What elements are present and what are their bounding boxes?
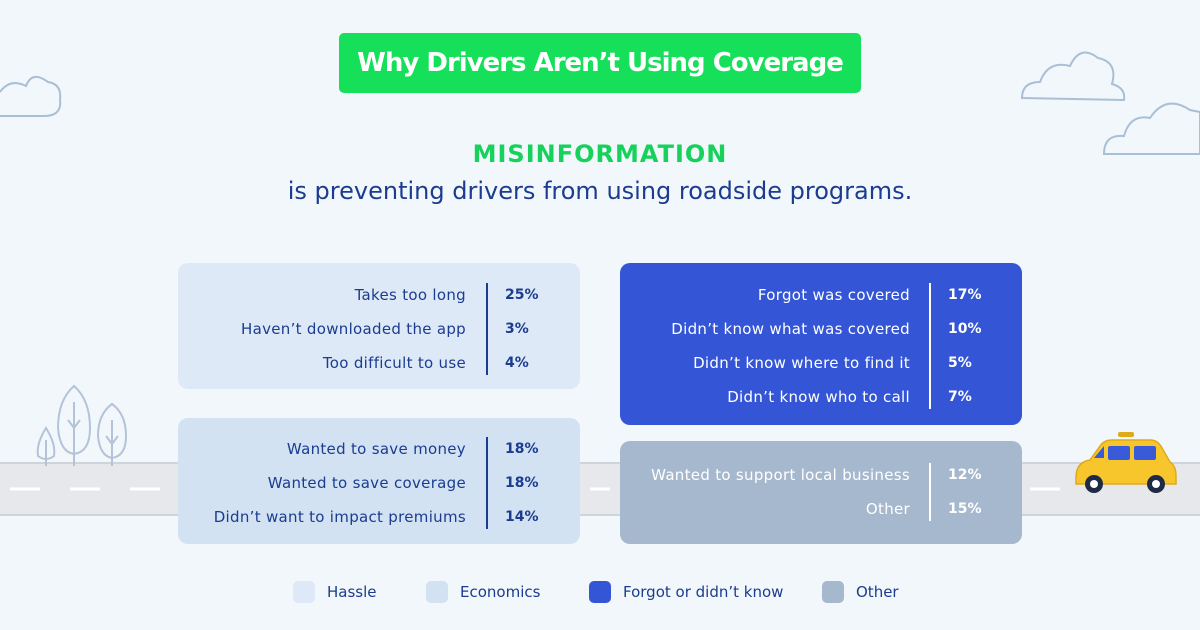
- table-row: Takes too long 25%: [178, 278, 539, 312]
- table-row: Other 15%: [620, 492, 982, 526]
- row-label: Wanted to support local business: [651, 466, 910, 484]
- table-row: Didn’t know where to find it 5%: [620, 346, 972, 380]
- table-row: Wanted to support local business 12%: [620, 458, 981, 492]
- row-label: Wanted to save coverage: [267, 474, 466, 492]
- panel-forgot: Forgot was covered 17% Didn’t know what wa…: [620, 263, 1022, 425]
- table-row: Didn’t want to impact premiums 14%: [178, 500, 539, 534]
- row-value: 17%: [948, 287, 982, 303]
- legend-swatch: [426, 581, 448, 603]
- row-value: 5%: [948, 355, 972, 371]
- legend-item-economics: Economics: [426, 580, 540, 604]
- car-icon: [1075, 432, 1177, 493]
- legend-label: Economics: [460, 583, 541, 601]
- cloud-right-top: [1020, 51, 1126, 102]
- table-row: Wanted to save coverage 18%: [178, 466, 539, 500]
- table-row: Didn’t know who to call 7%: [620, 380, 972, 414]
- row-value: 14%: [505, 509, 539, 525]
- row-label: Too difficult to use: [322, 354, 466, 372]
- legend-swatch: [293, 581, 315, 603]
- row-value: 7%: [948, 389, 972, 405]
- row-label: Forgot was covered: [757, 286, 910, 304]
- row-label: Didn’t know who to call: [727, 388, 910, 406]
- row-label: Didn’t know what was covered: [671, 320, 910, 338]
- table-row: Too difficult to use 4%: [178, 346, 529, 380]
- panel-divider: [929, 283, 931, 409]
- chart-title: Why Drivers Aren’t Using Coverage: [357, 48, 844, 78]
- row-value: 12%: [948, 467, 982, 483]
- row-value: 25%: [505, 287, 539, 303]
- trees: [36, 384, 128, 466]
- row-value: 10%: [948, 321, 982, 337]
- panel-divider: [486, 283, 488, 375]
- legend-item-forgot: Forgot or didn’t know: [589, 580, 783, 604]
- row-value: 18%: [505, 475, 539, 491]
- panel-other: Wanted to support local business 12% Other…: [620, 441, 1022, 544]
- title-banner: Why Drivers Aren’t Using Coverage: [339, 33, 861, 93]
- table-row: Forgot was covered 17%: [620, 278, 982, 312]
- headline: MISINFORMATION: [472, 140, 728, 168]
- legend-label: Hassle: [327, 583, 377, 601]
- row-label: Takes too long: [354, 286, 466, 304]
- legend-swatch: [589, 581, 611, 603]
- panel-divider: [929, 463, 931, 521]
- row-value: 18%: [505, 441, 539, 457]
- cloud-right-bottom: [1102, 102, 1200, 155]
- legend-swatch: [822, 581, 844, 603]
- table-row: Wanted to save money 18%: [178, 432, 539, 466]
- row-label: Other: [865, 500, 910, 518]
- row-value: 4%: [505, 355, 529, 371]
- legend-label: Other: [856, 583, 899, 601]
- panel-economics: Wanted to save money 18% Wanted to save co…: [178, 418, 580, 544]
- row-label: Didn’t know where to find it: [693, 354, 910, 372]
- row-label: Haven’t downloaded the app: [241, 320, 466, 338]
- row-label: Didn’t want to impact premiums: [213, 508, 466, 526]
- table-row: Haven’t downloaded the app 3%: [178, 312, 529, 346]
- row-label: Wanted to save money: [286, 440, 466, 458]
- panel-hassle: Takes too long 25% Haven’t downloaded the …: [178, 263, 580, 389]
- table-row: Didn’t know what was covered 10%: [620, 312, 981, 346]
- panel-divider: [486, 437, 488, 529]
- legend-item-other: Other: [822, 580, 899, 604]
- row-value: 3%: [505, 321, 529, 337]
- row-value: 15%: [948, 501, 982, 517]
- legend-item-hassle: Hassle: [293, 580, 377, 604]
- legend-label: Forgot or didn’t know: [623, 583, 784, 601]
- cloud-left: [0, 75, 62, 117]
- subheadline: is preventing drivers from using roadsid…: [287, 177, 913, 205]
